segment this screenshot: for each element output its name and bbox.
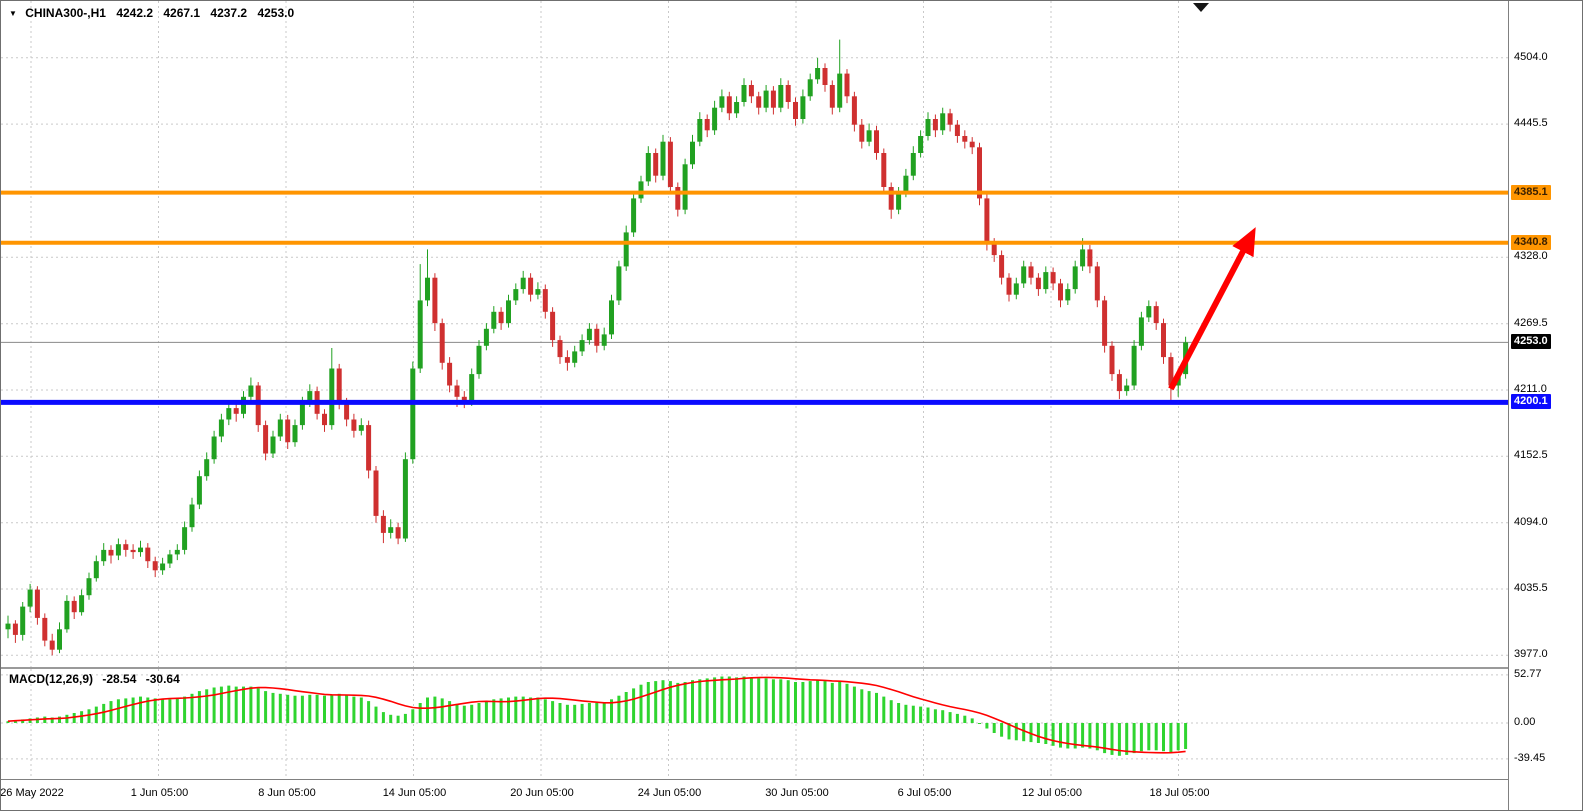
time-axis-label: 1 Jun 05:00 <box>130 787 189 799</box>
price-line-badge: 4340.8 <box>1511 234 1551 250</box>
price-tick-label: 4035.5 <box>1514 582 1548 594</box>
price-line-badge: 4253.0 <box>1511 334 1551 350</box>
macd-axis-label: -39.45 <box>1514 751 1546 764</box>
panel-separator[interactable] <box>1 667 1508 669</box>
time-axis-label: 6 Jul 05:00 <box>897 787 952 799</box>
time-axis-label: 14 Jun 05:00 <box>382 787 447 799</box>
low-value: 4237.2 <box>210 6 248 20</box>
price-axis[interactable]: 4504.0 4445.5 4328.0 4269.5 4211.0 4152.5 4094… <box>1508 1 1582 810</box>
macd-name: MACD(12,26,9) <box>9 672 94 686</box>
macd-axis-label: 0.00 <box>1514 716 1536 728</box>
symbol-info-bar: ▼ CHINA300-,H1 4242.2 4267.1 4237.2 4253… <box>9 6 294 20</box>
price-chart-canvas[interactable] <box>1 1 1508 667</box>
price-tick-label: 4445.5 <box>1514 117 1548 130</box>
high-value: 4267.1 <box>163 6 201 20</box>
price-tick-label: 3977.0 <box>1514 648 1548 661</box>
time-axis-label: 8 Jun 05:00 <box>258 787 316 799</box>
price-tick-label: 4211.0 <box>1514 383 1547 395</box>
price-tick-label: 4328.0 <box>1514 250 1548 263</box>
time-axis-label: 24 Jun 05:00 <box>637 787 702 799</box>
price-line-badge: 4200.1 <box>1511 394 1551 410</box>
time-axis-label: 12 Jul 05:00 <box>1022 787 1082 799</box>
symbol-timeframe-label: CHINA300-,H1 <box>25 6 106 20</box>
time-axis-label: 30 Jun 05:00 <box>765 787 829 799</box>
macd-axis-label: 52.77 <box>1514 667 1542 680</box>
macd-signal-value: -30.64 <box>145 672 180 686</box>
macd-indicator-canvas[interactable] <box>1 669 1508 779</box>
price-tick-label: 4504.0 <box>1514 50 1548 63</box>
price-tick-label: 4094.0 <box>1514 515 1548 528</box>
collapse-triangle-icon[interactable]: ▼ <box>9 9 17 18</box>
price-tick-label: 4269.5 <box>1514 316 1548 329</box>
time-axis-label: 18 Jul 05:00 <box>1149 787 1210 799</box>
close-value: 4253.0 <box>257 6 295 20</box>
macd-indicator-label: MACD(12,26,9) -28.54 -30.64 <box>9 672 186 686</box>
price-line-badge: 4385.1 <box>1511 184 1551 200</box>
time-axis-label: 26 May 2022 <box>0 787 64 799</box>
time-axis-label: 20 Jun 05:00 <box>510 787 574 799</box>
price-tick-label: 4152.5 <box>1514 449 1548 462</box>
open-value: 4242.2 <box>116 6 154 20</box>
time-axis[interactable]: 26 May 2022 1 Jun 05:00 8 Jun 05:00 14 Jun … <box>1 779 1508 810</box>
macd-main-value: -28.54 <box>102 672 137 686</box>
chart-shift-marker-icon[interactable] <box>1193 3 1209 12</box>
